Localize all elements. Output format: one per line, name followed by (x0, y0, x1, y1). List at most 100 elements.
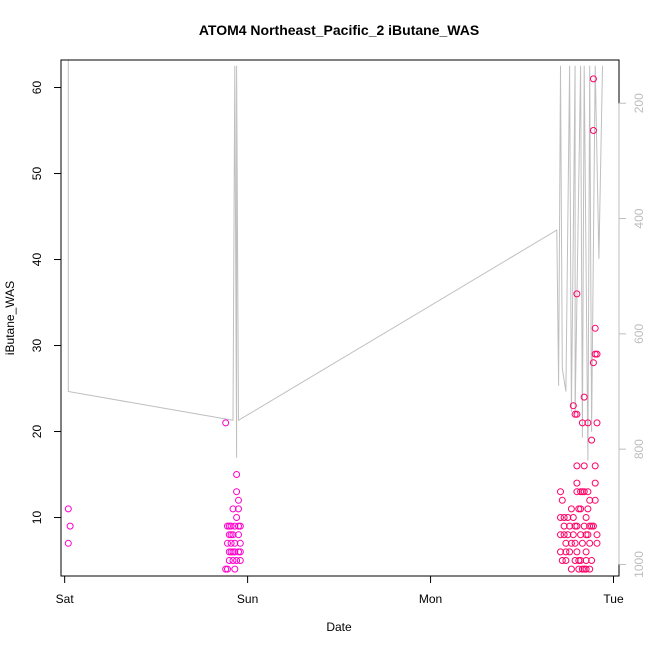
y-axis: 10 20 30 40 50 60 (30, 81, 62, 525)
data-point (66, 522, 74, 530)
data-point (227, 531, 235, 539)
data-point (573, 290, 581, 298)
secondary-series-line (67, 60, 603, 461)
data-point (562, 557, 570, 564)
x-tick-label: Mon (419, 592, 442, 606)
data-point (569, 531, 577, 539)
data-point (573, 410, 581, 418)
data-point (567, 505, 575, 513)
y-tick-label: 30 (30, 339, 44, 353)
data-point (593, 350, 601, 358)
data-point (588, 557, 596, 564)
data-point (582, 565, 590, 573)
data-point (580, 393, 588, 401)
y-right-tick-label: 200 (632, 93, 646, 113)
data-point (222, 419, 230, 427)
y-right-tick-label: 600 (632, 324, 646, 344)
data-point (566, 548, 574, 556)
data-point (584, 505, 592, 513)
data-point (573, 522, 581, 530)
data-point (571, 539, 579, 547)
data-point (582, 514, 590, 521)
data-point (229, 531, 237, 539)
y-tick-label: 20 (30, 425, 44, 439)
data-point (589, 127, 597, 134)
y-axis-label: iButane_WAS (3, 281, 17, 355)
chart-title: ATOM4 Northeast_Pacific_2 iButane_WAS (199, 22, 479, 38)
data-point (233, 488, 241, 496)
data-point (557, 514, 564, 521)
data-point (558, 496, 566, 504)
data-point (593, 531, 601, 539)
x-tick-label: Sun (237, 592, 258, 606)
data-point (64, 539, 72, 547)
plot-area (64, 60, 603, 573)
data-point (569, 402, 577, 410)
data-point (575, 565, 583, 573)
data-point (224, 539, 231, 547)
data-point (591, 496, 599, 504)
data-point (235, 496, 242, 504)
y-tick-label: 60 (30, 81, 44, 95)
data-point (578, 539, 586, 547)
data-point (560, 531, 568, 539)
plot-frame (60, 59, 620, 577)
data-point (64, 505, 72, 513)
y-tick-label: 10 (30, 511, 44, 525)
data-point (235, 548, 242, 556)
data-point (573, 548, 581, 556)
data-point (233, 557, 241, 564)
data-point (233, 471, 241, 478)
data-point (227, 522, 235, 530)
data-point (591, 479, 599, 487)
data-point (557, 548, 564, 556)
data-point (591, 462, 599, 470)
data-point (573, 479, 581, 487)
data-point (577, 505, 585, 513)
data-point (571, 557, 579, 564)
data-point (584, 531, 592, 539)
data-point (586, 522, 594, 530)
data-point (589, 75, 597, 83)
data-point (236, 522, 244, 530)
data-point (231, 539, 239, 547)
y-right-tick-label: 1000 (632, 551, 646, 578)
data-point (558, 557, 566, 564)
data-point (557, 531, 564, 539)
data-point (557, 488, 564, 496)
data-point (578, 488, 586, 496)
x-tick-label: Sat (56, 592, 75, 606)
data-point (580, 462, 588, 470)
y-right-tick-label: 400 (632, 208, 646, 228)
data-point (569, 514, 577, 521)
data-point (586, 539, 594, 547)
data-point (227, 539, 235, 547)
data-point (578, 565, 586, 573)
data-point (225, 548, 233, 556)
data-point (567, 539, 575, 547)
data-point (588, 436, 596, 444)
x-axis: Sat Sun Mon Tue (56, 575, 624, 606)
data-point (224, 522, 231, 530)
data-point (582, 548, 590, 556)
data-point (229, 505, 237, 513)
data-point (562, 548, 570, 556)
data-point (593, 539, 601, 547)
data-point (225, 557, 233, 564)
data-point (589, 522, 597, 530)
x-axis-label: Date (326, 620, 352, 634)
data-point (231, 565, 239, 573)
data-point (591, 324, 599, 332)
data-point (224, 565, 231, 573)
data-point (567, 565, 575, 573)
data-point (593, 419, 601, 427)
y-tick-label: 40 (30, 253, 44, 267)
data-point (233, 514, 241, 521)
data-point (236, 557, 244, 564)
data-point (560, 522, 568, 530)
y-axis-right: 200 400 600 800 1000 (618, 93, 646, 578)
data-point (584, 419, 592, 427)
y-tick-label: 50 (30, 167, 44, 181)
data-point (560, 514, 568, 521)
